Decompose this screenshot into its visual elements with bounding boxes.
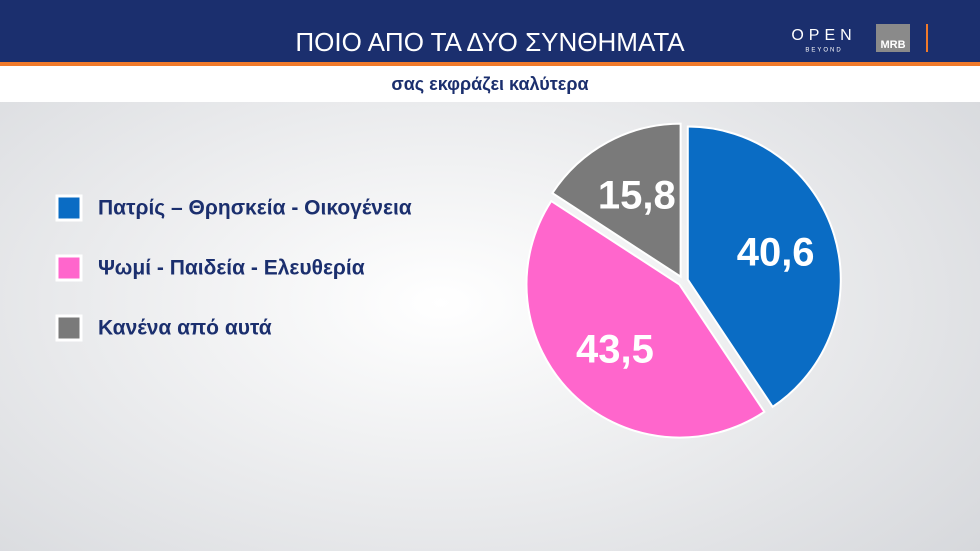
legend-swatch <box>55 194 83 222</box>
pie-slice <box>551 122 682 279</box>
logo: OPEN <box>791 27 856 44</box>
data-label: 43,5 <box>576 327 654 371</box>
legend-swatch <box>55 314 83 342</box>
pollster-box <box>876 24 910 52</box>
legend-label: Κανένα από αυτά <box>98 317 272 340</box>
header-band <box>0 0 980 62</box>
data-label: 40,6 <box>737 231 815 275</box>
data-label: 15,8 <box>598 173 676 217</box>
logo-sub: BEYOND <box>805 48 842 54</box>
pollster: MRB <box>880 39 905 51</box>
logo-rule <box>926 24 928 52</box>
subtitle-band <box>0 66 980 102</box>
subtitle: σας εκφράζει καλύτερα <box>391 74 588 95</box>
legend-label: Πατρίς – Θρησκεία - Οικογένεια <box>98 197 412 220</box>
pie-slice <box>686 125 842 409</box>
pie-slice <box>525 199 766 439</box>
chart: 40,6 43,5 15,8 Πατρίς – Θρησκεία - Οικογένε… <box>55 122 842 439</box>
legend-label: Ψωμί - Παιδεία - Ελευθερία <box>98 257 365 280</box>
title: ΠΟΙΟ ΑΠΟ ΤΑ ΔΥΟ ΣΥΝΘΗΜΑΤΑ <box>295 27 685 57</box>
legend-swatch <box>55 254 83 282</box>
header-rule <box>0 62 980 66</box>
